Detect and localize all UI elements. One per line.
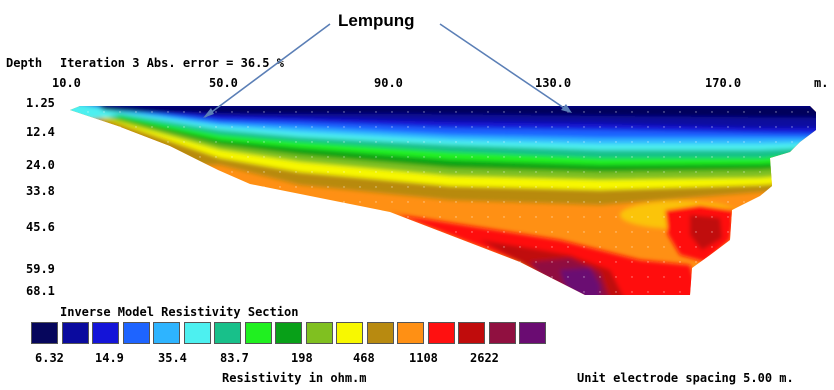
legend-swatch	[427, 322, 455, 344]
legend-value-label: 198	[291, 351, 313, 365]
legend-value-label: 2622	[470, 351, 499, 365]
legend-swatch	[183, 322, 211, 344]
legend-swatch	[397, 322, 424, 344]
y-tick-label: 59.9	[26, 262, 55, 276]
x-tick-label: 170.0	[705, 76, 742, 90]
y-tick-label: 24.0	[26, 158, 55, 172]
depth-label: Depth	[6, 56, 43, 70]
legend-value-label: 468	[353, 351, 375, 365]
legend-swatch	[519, 322, 546, 344]
legend-swatch	[153, 322, 180, 344]
legend-swatch	[214, 322, 241, 344]
legend-swatch	[458, 322, 485, 344]
legend-value-label: 1108	[409, 351, 438, 365]
x-unit-label: m.	[814, 76, 829, 90]
callout-label: Lempung	[338, 11, 415, 30]
x-tick-label: 90.0	[374, 76, 403, 90]
x-tick-label: 130.0	[535, 76, 572, 90]
legend-swatch	[122, 322, 150, 344]
x-tick-label: 10.0	[52, 76, 81, 90]
callout-arrow-right	[439, 23, 571, 113]
iteration-text: Iteration 3 Abs. error = 36.5 %	[60, 56, 284, 70]
legend-swatch	[244, 322, 272, 344]
y-tick-label: 45.6	[26, 220, 55, 234]
callout-arrow-left	[204, 23, 331, 118]
y-tick-label: 1.25	[26, 96, 55, 110]
section-fill	[70, 106, 816, 295]
legend-swatch	[275, 322, 302, 344]
x-tick-label: 50.0	[209, 76, 238, 90]
legend-swatch	[366, 322, 394, 344]
electrode-spacing-label: Unit electrode spacing 5.00 m.	[577, 371, 794, 385]
legend-swatch	[92, 322, 119, 344]
legend-swatch	[488, 322, 516, 344]
legend-swatch	[61, 322, 89, 344]
section-title: Inverse Model Resistivity Section	[60, 305, 299, 319]
y-tick-label: 68.1	[26, 284, 55, 298]
legend-value-label: 6.32	[35, 351, 64, 365]
resistivity-unit-label: Resistivity in ohm.m	[222, 371, 367, 385]
legend-swatch	[305, 322, 333, 344]
y-tick-label: 33.8	[26, 184, 55, 198]
legend-value-label: 83.7	[220, 351, 249, 365]
y-tick-label: 12.4	[26, 125, 55, 139]
legend-value-label: 35.4	[158, 351, 187, 365]
legend-swatch	[336, 322, 363, 344]
legend-swatch	[31, 322, 58, 344]
legend-value-label: 14.9	[95, 351, 124, 365]
